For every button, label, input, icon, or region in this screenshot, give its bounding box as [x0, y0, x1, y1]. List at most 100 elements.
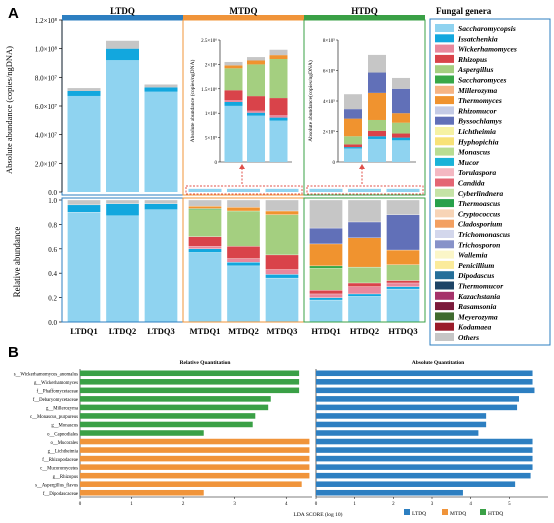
- abs-bar-seg-ltdq2: [106, 60, 139, 193]
- legend-swatch-kazachstania: [435, 291, 454, 300]
- feature-label: g__Rhizopus: [53, 475, 78, 480]
- legend-swatch-aspergillus: [435, 65, 454, 74]
- abs-bar-seg-ltdq2: [106, 40, 139, 49]
- panel-b-letter: B: [8, 344, 19, 361]
- feature-label: s__Aspergillus_flavus: [35, 483, 78, 488]
- rel-bar-seg-htdq3: [386, 280, 420, 284]
- rel-lda-bar: [80, 481, 302, 487]
- inset-mt-bar-seg-mtdq1: [224, 101, 243, 106]
- legend-label-thermomucor: Thermomucor: [458, 282, 504, 291]
- legend-label-lichtheimia: Lichtheimia: [457, 127, 496, 136]
- y-tick-label-top: 8.0×10⁷: [35, 74, 58, 82]
- panel-a: A LTDQ MTDQ HTDQ 0.0 2.0×10⁷ 4.0×10⁷ 6.0×10⁷ 8.0…: [4, 5, 426, 336]
- abs-bar-seg-ltdq3: [144, 87, 178, 92]
- inset-mt-bar-seg-mtdq1: [224, 65, 243, 69]
- lda-legend-label-mtdq: MTDQ: [450, 511, 466, 517]
- inset-ht-bar-seg-htdq2: [368, 119, 386, 131]
- legend-label-cyberlindnera: Cyberlindnera: [458, 189, 503, 198]
- right-tick-label: 5: [508, 502, 511, 507]
- legend-swatch-saccharomycopsis: [435, 24, 454, 32]
- rel-bar-seg-htdq1: [309, 265, 343, 269]
- inset-mt-bar-seg-mtdq1: [224, 105, 243, 162]
- legend-swatch-rhizomucor: [435, 106, 454, 115]
- abs-bar-small: [348, 188, 381, 192]
- legend-swatch-lichtheimia: [435, 127, 454, 135]
- legend-swatch-torulaspora: [435, 168, 454, 177]
- lda-legend-label-htdq: HTDQ: [488, 511, 503, 517]
- abs-lda-bar: [316, 396, 519, 402]
- sample-label-ltdq3: LTDQ3: [147, 326, 175, 336]
- legend-swatch-wickerhamomyces: [435, 44, 454, 53]
- right-tick-label: 0: [315, 502, 318, 507]
- rel-bar-seg-htdq3: [386, 288, 420, 323]
- inset-mt-tick-label: 5×10⁵: [205, 136, 217, 142]
- inset-mt-bar-seg-mtdq1: [224, 90, 243, 101]
- arrow-ht-head: [359, 164, 365, 169]
- feature-label: g__Wickerhamomyces: [34, 381, 78, 386]
- rel-bar-seg-ltdq1: [67, 212, 101, 323]
- rel-bar-seg-mtdq1: [188, 248, 222, 253]
- legend-swatch-byssochlamys: [435, 116, 454, 125]
- inset-ht-bar-seg-htdq2: [368, 72, 386, 93]
- legend-swatch-kodamaea: [435, 322, 454, 331]
- legend-label-cladosporium: Cladosporium: [458, 220, 502, 229]
- inset-mt-bar-seg-mtdq2: [247, 96, 265, 111]
- abs-bar-small: [309, 188, 343, 192]
- abs-bar-small: [386, 188, 420, 192]
- sample-label-mtdq2: MTDQ2: [228, 326, 259, 336]
- inset-mt-bar-seg-mtdq2: [247, 57, 265, 61]
- abs-bar-seg-ltdq1: [67, 88, 101, 91]
- rel-bar-seg-htdq2: [347, 282, 382, 287]
- inset-ht-bar-seg-htdq2: [368, 130, 386, 137]
- sample-label-htdq3: HTDQ3: [388, 326, 417, 336]
- rel-bar-seg-htdq2: [347, 296, 382, 323]
- rel-bar-seg-mtdq2: [226, 262, 261, 267]
- inset-mt-bar-seg-mtdq2: [247, 60, 265, 65]
- rel-bar-seg-mtdq2: [226, 199, 261, 208]
- legend-swatch-hyphopichia: [435, 137, 454, 146]
- abs-lda-bar: [316, 413, 487, 419]
- rel-bar-seg-htdq3: [386, 286, 420, 290]
- feature-label: g__Millerozyma: [46, 407, 79, 412]
- y-tick-label-bottom: 0.8: [48, 221, 57, 229]
- inset-ht-bar-seg-htdq1: [344, 109, 362, 119]
- rel-bar-seg-mtdq2: [226, 246, 261, 259]
- legend-label-thermomyces: Thermomyces: [458, 96, 502, 105]
- rel-bar-seg-ltdq3: [144, 199, 178, 204]
- abs-bar-seg-ltdq2: [106, 48, 139, 61]
- y-tick-label-top: 6.0×10⁷: [35, 103, 58, 111]
- highlight-box-mt: [185, 185, 303, 195]
- feature-label: s__Wickerhamomyces_anomalus: [14, 373, 78, 378]
- y-tick-label-bottom: 0.2: [48, 295, 57, 303]
- legend-swatch-trichomonascus: [435, 230, 454, 238]
- rel-lda-bar: [80, 370, 300, 377]
- legend-label-trichosporon: Trichosporon: [458, 240, 500, 249]
- rel-bar-seg-mtdq3: [265, 269, 299, 275]
- legend-label-rhizomucor: Rhizomucor: [457, 106, 497, 115]
- rel-bar-seg-mtdq1: [188, 208, 222, 210]
- abs-lda-bar: [316, 464, 533, 470]
- rel-lda-bar: [80, 396, 271, 402]
- rel-lda-bar: [80, 387, 300, 394]
- rel-lda-bar: [80, 447, 310, 453]
- legend-label-kodamaea: Kodamaea: [457, 323, 492, 332]
- y-tick-label-top: 1.2×10⁸: [35, 17, 58, 25]
- legend-label-others: Others: [458, 333, 479, 342]
- group-frame-top-htdq: [303, 19, 426, 196]
- legend-label-penicillium: Penicillium: [458, 261, 494, 270]
- rel-bar-seg-htdq1: [309, 297, 343, 301]
- rel-bar-seg-htdq3: [386, 214, 420, 251]
- legend-label-millerozyma: Millerozyma: [457, 86, 497, 95]
- arrow-mt-head: [239, 164, 245, 169]
- feature-label: o__Mucorales: [51, 441, 79, 446]
- feature-label: f__Rhizopodaceae: [42, 458, 78, 463]
- legend-swatch-penicillium: [435, 260, 454, 269]
- group-label-htdq: HTDQ: [351, 6, 378, 16]
- rel-bar-seg-htdq3: [386, 282, 420, 287]
- abs-bar-small: [227, 188, 260, 192]
- legend-swatch-wallemia: [435, 250, 454, 259]
- group-label-ltdq: LTDQ: [110, 6, 135, 16]
- legend-frame: [429, 18, 551, 346]
- legend-swatch-rhizopus: [435, 54, 454, 63]
